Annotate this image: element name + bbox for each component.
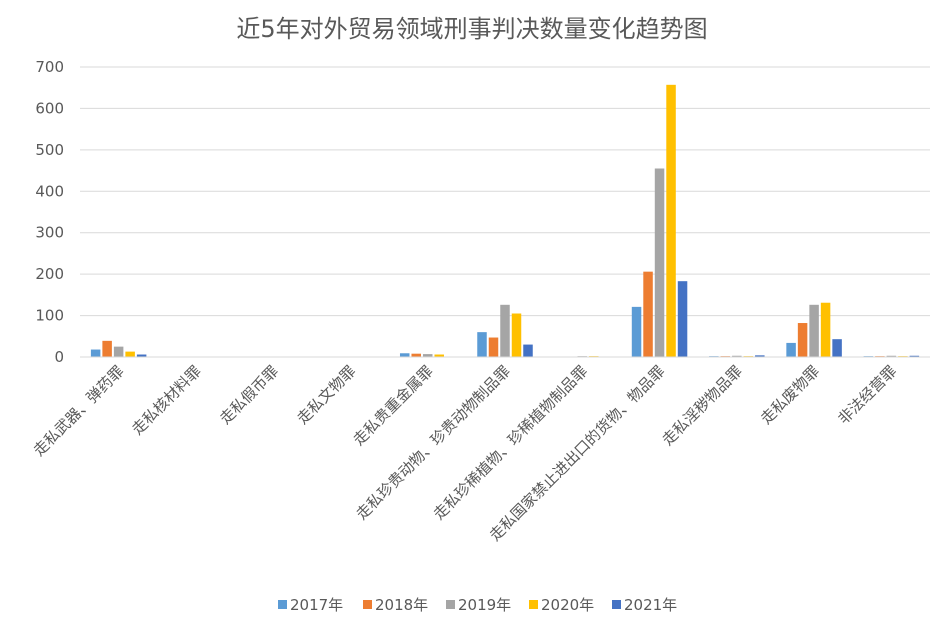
bar [832, 339, 842, 357]
category-label: 非法经营罪 [834, 362, 900, 428]
bar [511, 313, 522, 357]
bar [500, 304, 510, 357]
chart-title: 近5年对外贸易领域刑事判决数量变化趋势图 [236, 15, 707, 43]
bar [523, 344, 533, 357]
bar [677, 281, 688, 357]
y-tick-label: 400 [35, 182, 64, 200]
legend-swatch [446, 600, 455, 609]
bar [411, 353, 421, 357]
bar [102, 340, 112, 357]
bars [90, 84, 920, 358]
category-label: 走私文物罪 [294, 362, 360, 428]
bar [631, 306, 642, 357]
bar [666, 84, 676, 358]
category-label: 走私废物罪 [757, 362, 823, 428]
category-label: 走私假币罪 [216, 362, 282, 428]
bar [886, 355, 897, 357]
category-label: 走私核材料罪 [128, 362, 204, 438]
legend-label: 2020年 [541, 596, 594, 614]
category-labels: 走私武器、弹药罪 走私核材料罪 走私假币罪 走私文物罪走私贵重金属罪走私珍贵动物、珍贵… [30, 362, 900, 544]
bar [125, 351, 135, 357]
legend: 2017年 2018年 2019年 2020年 2021年 [278, 596, 677, 614]
bar [909, 355, 920, 357]
legend-swatch [612, 600, 621, 609]
y-axis-ticks: 0 100 200 300 400 500 600 700 [35, 58, 64, 366]
bar [422, 354, 433, 357]
y-tick-label: 100 [35, 307, 64, 325]
category-label: 走私国家禁止进出口的货物、物品罪 [486, 362, 668, 544]
y-tick-label: 700 [35, 58, 64, 76]
bar [809, 304, 819, 357]
bar [488, 337, 499, 357]
y-tick-label: 300 [35, 224, 64, 242]
legend-swatch [278, 600, 287, 609]
legend-swatch [363, 600, 372, 609]
bar [654, 168, 665, 357]
bar [136, 354, 147, 357]
legend-label: 2019年 [458, 596, 511, 614]
bar [90, 349, 101, 357]
y-tick-label: 600 [35, 99, 64, 117]
category-label: 走私淫秽物品罪 [659, 362, 746, 449]
category-label: 走私珍稀植物、珍稀植物制品罪 [430, 362, 591, 523]
category-label: 走私珍贵动物、珍贵动物制品罪 [353, 362, 514, 523]
gridlines [80, 66, 930, 317]
legend-swatch [529, 600, 538, 609]
category-label: 走私贵重金属罪 [350, 362, 437, 449]
legend-label: 2017年 [290, 596, 343, 614]
category-label: 走私武器、弹药罪 [30, 362, 128, 460]
y-tick-label: 500 [35, 141, 64, 159]
bar [434, 354, 444, 357]
bar [643, 271, 653, 357]
bar [113, 346, 124, 357]
y-tick-label: 200 [35, 265, 64, 283]
bar [755, 355, 765, 357]
bar [786, 342, 796, 357]
legend-label: 2018年 [375, 596, 428, 614]
bar [399, 353, 410, 357]
bar [732, 355, 742, 357]
bar [820, 302, 831, 357]
legend-label: 2021年 [624, 596, 677, 614]
bar [797, 323, 808, 357]
y-tick-label: 0 [54, 348, 64, 366]
bar [477, 332, 487, 357]
